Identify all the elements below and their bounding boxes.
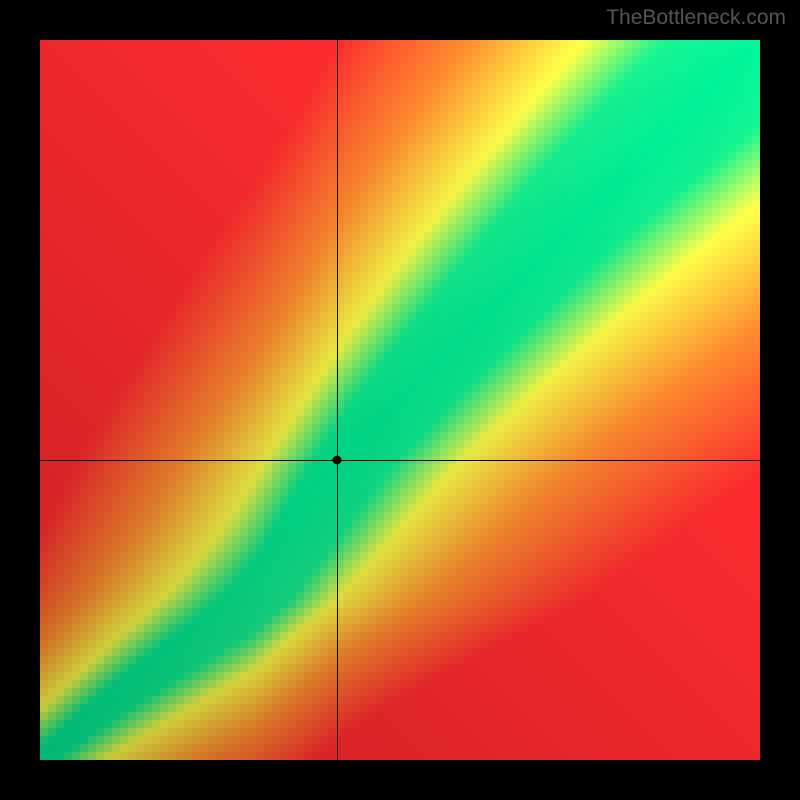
heatmap-canvas	[40, 40, 760, 760]
chart-container: TheBottleneck.com	[0, 0, 800, 800]
crosshair-horizontal	[40, 460, 760, 461]
attribution-text: TheBottleneck.com	[606, 6, 786, 30]
crosshair-marker	[333, 455, 342, 464]
crosshair-vertical	[337, 40, 338, 760]
plot-area	[40, 40, 760, 760]
